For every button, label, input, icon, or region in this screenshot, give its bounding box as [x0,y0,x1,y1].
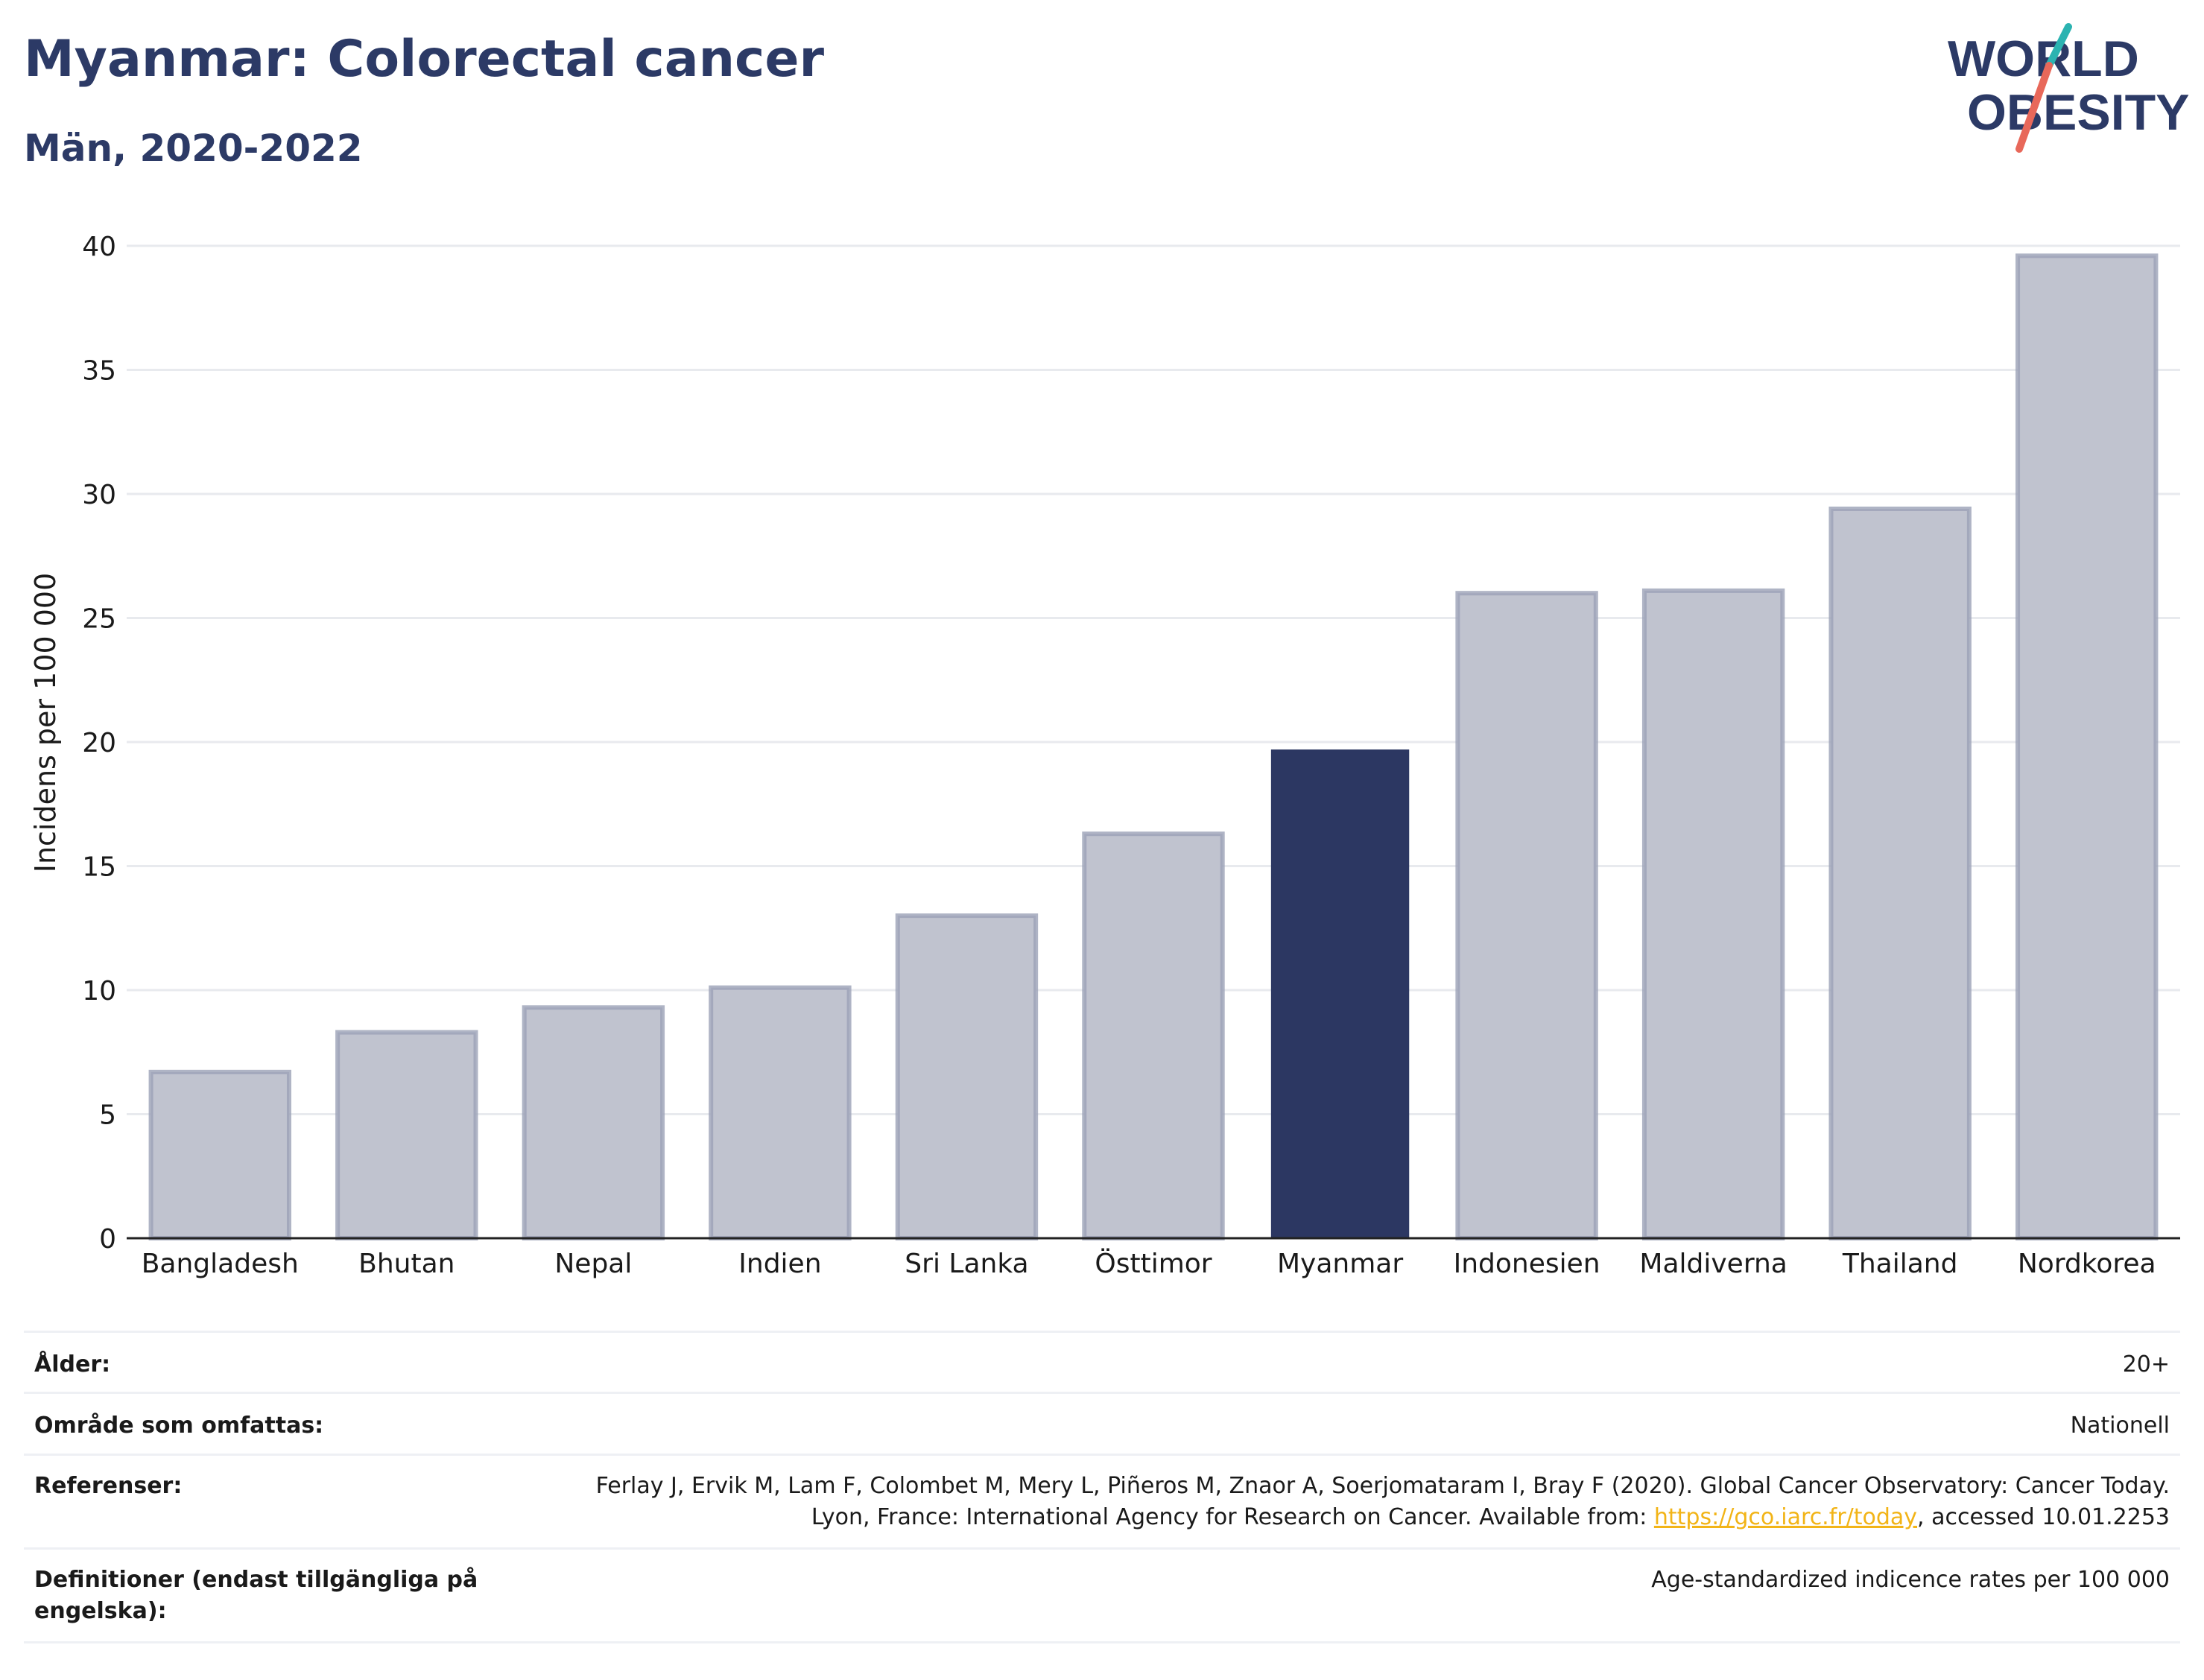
area-value: Nationell [2070,1413,2170,1439]
age-label: Ålder: [34,1351,111,1378]
age-value: 20+ [2122,1351,2170,1378]
x-tick-label: Maldiverna [1639,1249,1787,1279]
chart-subtitle: Män, 2020-2022 [24,127,363,170]
bar-bangladesh [148,1069,291,1241]
references-link[interactable]: https://gco.iarc.fr/today [1653,1504,1918,1530]
logo-slash-teal [2045,23,2072,69]
bar-nordkorea [2015,253,2159,1241]
bar-indonesien [1455,591,1598,1240]
x-tick-label: Östtimor [1095,1248,1212,1279]
x-tick-label: Bhutan [358,1249,455,1279]
x-tick-label: Myanmar [1277,1249,1403,1279]
y-tick-label: 25 [82,604,116,635]
x-tick-label: Thailand [1842,1249,1958,1279]
y-tick-label: 40 [82,232,116,262]
x-tick-label: Nordkorea [2018,1249,2156,1279]
axes: 0 5 10 15 20 25 30 35 40 Bangladesh Bhutan Nepal Ind… [82,232,2180,1279]
references-value: Ferlay J, Ervik M, Lam F, Colombet M, Me… [511,1471,2170,1533]
x-tick-label: Indonesien [1454,1249,1600,1279]
y-tick-label: 10 [82,976,116,1007]
x-tick-label: Sri Lanka [905,1249,1028,1279]
y-tick-label: 20 [82,728,116,758]
bar-sri-lanka [895,913,1039,1240]
bar-thailand [1828,506,1972,1241]
bar-indien [709,985,852,1241]
y-axis-label: Incidens per 100 000 [29,573,62,873]
definitions-label: Definitioner (endast tillgängliga på eng… [34,1567,478,1624]
bar-myanmar [1270,749,1410,1238]
bar-maldiverna [1641,588,1785,1240]
chart-title: Myanmar: Colorectal cancer [24,30,824,89]
y-tick-label: 30 [82,480,116,510]
x-tick-label: Bangladesh [142,1249,299,1279]
area-label: Område som omfattas: [34,1413,324,1439]
references-text: Ferlay J, Ervik M, Lam F, Colombet M, Me… [595,1473,2170,1530]
meta-row-age: Ålder: 20+ [24,1333,2180,1394]
logo-text-obesity: OBESITY [1967,84,2190,141]
y-tick-label: 0 [99,1224,116,1255]
y-tick-label: 5 [99,1100,116,1131]
bar-östtimor [1082,831,1225,1240]
x-tick-label: Indien [738,1249,821,1279]
y-tick-label: 15 [82,852,116,883]
references-accessed: , accessed 10.01.2253 [1917,1504,2170,1530]
meta-row-references: Referenser: Ferlay J, Ervik M, Lam F, Co… [24,1456,2180,1550]
y-tick-label: 35 [82,356,116,387]
x-tick-label: Nepal [554,1249,632,1279]
references-label: Referenser: [34,1473,183,1499]
world-obesity-logo: WORLD OBESITY [1948,23,2190,153]
bar-chart: 0 5 10 15 20 25 30 35 40 Bangladesh Bhutan Nepal Ind… [29,232,2180,1279]
meta-row-area: Område som omfattas: Nationell [24,1394,2180,1456]
bar-nepal [522,1005,665,1241]
logo-slash-coral [2015,62,2053,153]
metadata-table: Ålder: 20+ Område som omfattas: Nationel… [24,1331,2180,1643]
bar-bhutan [335,1030,478,1240]
bars [148,253,2159,1241]
meta-row-definitions: Definitioner (endast tillgängliga på eng… [24,1550,2180,1643]
definitions-value: Age-standardized indicence rates per 100… [1651,1567,2170,1593]
